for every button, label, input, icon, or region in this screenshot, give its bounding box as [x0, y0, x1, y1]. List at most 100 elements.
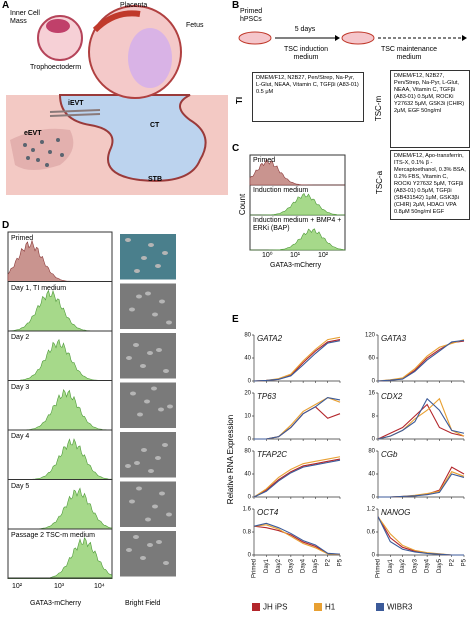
x-tick-label: Day1 — [264, 558, 270, 573]
label: TI — [235, 96, 245, 105]
histogram — [249, 158, 345, 186]
x-tick-label: Day4 — [301, 558, 307, 573]
series-line — [253, 458, 341, 498]
x-tick-label: Primed — [252, 559, 258, 578]
cell — [163, 369, 169, 373]
row-label: Primed — [253, 157, 276, 164]
y-tick-label: 0 — [248, 553, 252, 559]
label: STB — [148, 176, 162, 183]
x-tick-label: Day4 — [425, 558, 431, 573]
cell — [145, 517, 151, 522]
y-tick-label: 1.2 — [367, 507, 376, 513]
series-line — [254, 397, 341, 440]
cell — [130, 391, 136, 396]
tick-label: 10¹ — [290, 252, 301, 259]
y-tick-label: 0 — [372, 437, 376, 443]
dish — [238, 31, 272, 45]
label: eEVT — [24, 130, 42, 137]
cell — [141, 448, 147, 452]
cell — [158, 407, 164, 412]
cell — [166, 320, 172, 325]
cell — [162, 443, 168, 447]
histogram — [7, 289, 112, 332]
cell — [156, 348, 162, 352]
cell — [151, 386, 157, 391]
label: TSC-a — [375, 170, 385, 195]
cell — [163, 561, 169, 565]
y-tick-label: 16 — [368, 391, 375, 397]
y-tick-label: 60 — [368, 356, 375, 362]
cell — [159, 491, 165, 496]
row-label: Day 5 — [11, 482, 30, 490]
tick-label: 10² — [12, 583, 23, 590]
y-tick-label: 0 — [372, 379, 376, 385]
bright-field-image — [120, 531, 176, 577]
cell — [140, 364, 146, 368]
bright-field-image — [120, 432, 176, 478]
recipe-box: DMEM/F12, Apo-transferrin, ITS-X, 0.1% β… — [390, 150, 470, 220]
y-tick-label: 40 — [244, 472, 251, 478]
cell — [125, 464, 131, 468]
series-line — [253, 524, 341, 555]
row-label: Primed — [11, 235, 34, 242]
panel-label: A — [2, 0, 10, 11]
panel-label: B — [232, 0, 240, 11]
axis-label: Bright Field — [125, 600, 161, 607]
y-tick-label: 0 — [248, 437, 252, 443]
axis-label: GATA3-mCherry — [270, 262, 322, 269]
row-label: Day 1, TI medium — [11, 284, 67, 292]
y-tick-label: 10 — [244, 414, 251, 420]
panel-label: C — [232, 143, 240, 154]
chart-title: CGb — [381, 450, 398, 459]
label: CT — [150, 122, 160, 129]
cell — [155, 456, 161, 460]
row-label: Day 2 — [11, 334, 30, 341]
histogram — [250, 228, 346, 251]
label: Placenta — [120, 2, 148, 9]
tick-label: 10² — [318, 252, 329, 259]
cell — [147, 543, 153, 547]
placenta-shape — [92, 10, 141, 33]
legend-label: WIBR3 — [387, 603, 413, 612]
y-tick-label: 0.6 — [367, 530, 376, 536]
chart-title: GATA3 — [381, 334, 407, 343]
y-tick-label: 120 — [365, 333, 376, 339]
x-tick-label: P5 — [338, 558, 344, 566]
label: TSC maintenance medium — [380, 46, 438, 61]
panel-label: E — [232, 314, 239, 325]
histogram — [8, 438, 114, 480]
y-tick-label: 8 — [372, 414, 376, 420]
y-tick-label: 0 — [248, 379, 252, 385]
series-line — [377, 397, 465, 440]
x-tick-label: Day5 — [437, 558, 443, 573]
y-tick-label: 1.6 — [243, 507, 252, 513]
legend-label: JH iPS — [263, 603, 287, 612]
series-line — [253, 339, 341, 382]
cell — [126, 356, 132, 360]
fetus-shape — [128, 28, 172, 88]
cell — [141, 256, 147, 260]
legend-swatch — [376, 603, 384, 611]
cell — [159, 299, 165, 304]
x-tick-label: Day2 — [276, 558, 282, 573]
legend-label: H1 — [325, 603, 336, 612]
recipe-box: DMEM/F12, N2B27, Pen/Strep, Na-Pyr, L-Gl… — [390, 70, 470, 148]
chart-title: OCT4 — [257, 508, 279, 517]
x-tick-label: Primed — [376, 559, 382, 578]
row-label: Day 3 — [11, 383, 30, 391]
series-line — [253, 340, 341, 382]
cell — [129, 307, 135, 312]
legend-swatch — [314, 603, 322, 611]
tick-label: 10⁰ — [262, 252, 273, 259]
histogram — [7, 388, 113, 431]
cell — [133, 343, 139, 347]
cell — [166, 512, 172, 517]
series-line — [377, 516, 464, 556]
cell — [152, 312, 158, 317]
row-label: Passage 2 TSC-m medium — [11, 532, 95, 539]
cell — [136, 294, 142, 299]
x-tick-label: Day2 — [400, 558, 406, 573]
x-tick-label: Day3 — [412, 558, 418, 573]
chart-title: TP63 — [257, 392, 277, 401]
